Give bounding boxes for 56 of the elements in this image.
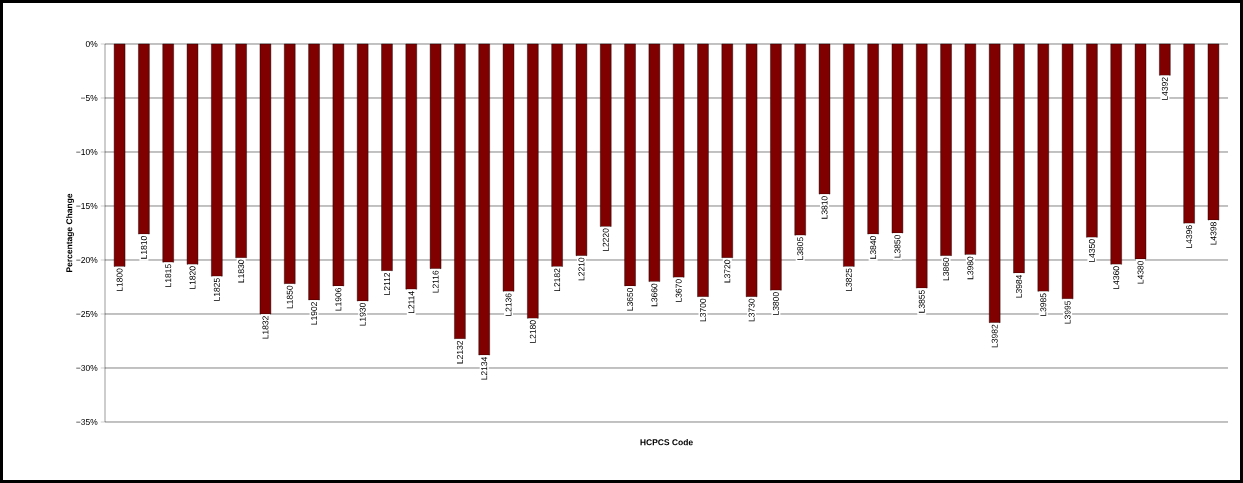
x-tick-label: L3670 [675, 279, 682, 302]
x-tick-label: L3660 [651, 283, 658, 307]
x-tick-label: L2114 [408, 291, 415, 314]
x-tick-label: L3860 [943, 257, 950, 281]
x-tick-label: L4392 [1161, 77, 1168, 100]
x-tick-label: L4360 [1113, 266, 1120, 289]
x-axis-title: HCPCS Code [640, 439, 693, 446]
y-tick-label: −5% [80, 95, 98, 101]
x-tick-label: L3720 [724, 259, 731, 283]
x-tick-label: L3980 [967, 256, 974, 280]
x-tick-label: L1815 [165, 264, 172, 287]
x-tick-label: L1850 [286, 285, 293, 309]
x-tick-label: L3800 [772, 292, 779, 315]
y-tick-label: 0% [85, 41, 98, 47]
x-tick-label: L3850 [894, 235, 901, 258]
x-tick-label: L3840 [870, 236, 877, 259]
x-tick-label: L1800 [116, 268, 123, 292]
x-tick-label: L2112 [384, 272, 390, 295]
x-tick-label: L4398 [1210, 222, 1217, 245]
x-tick-label: L3982 [991, 324, 998, 348]
x-tick-label: L3700 [699, 298, 706, 322]
y-tick-label: −30% [76, 365, 98, 371]
x-tick-label: L3985 [1040, 293, 1047, 316]
x-tick-label: L2116 [432, 270, 439, 293]
x-tick-label: L1830 [238, 259, 245, 283]
x-tick-label: L2180 [529, 320, 536, 343]
x-tick-label: L3825 [845, 268, 852, 292]
x-tick-label: L3810 [821, 196, 828, 219]
x-tick-label: L4396 [1186, 225, 1193, 248]
x-tick-label: L2134 [481, 356, 488, 380]
y-tick-label: −25% [76, 311, 98, 317]
x-tick-label: L3995 [1064, 300, 1071, 324]
x-tick-label: L3805 [797, 237, 804, 260]
x-tick-label: L2132 [456, 340, 463, 364]
x-tick-label: L3855 [918, 290, 925, 313]
x-tick-label: L1902 [311, 302, 318, 325]
y-tick-label: −35% [76, 419, 98, 425]
x-tick-label: L3650 [627, 287, 634, 311]
x-tick-label: L1825 [213, 278, 220, 301]
x-tick-label: L1832 [262, 316, 269, 339]
x-tick-label: L1906 [335, 287, 342, 311]
x-tick-label: L2182 [554, 268, 561, 292]
x-tick-label: L3984 [1015, 274, 1022, 298]
y-tick-label: −15% [76, 203, 98, 209]
x-tick-label: L2220 [602, 228, 609, 252]
x-tick-label: L1810 [140, 236, 147, 259]
x-tick-label: L1930 [359, 303, 366, 326]
x-tick-label: L2210 [578, 257, 585, 281]
y-axis-title: Percentage Change [66, 193, 74, 272]
x-tick-label: L1820 [189, 266, 196, 289]
x-tick-label: L3730 [748, 298, 755, 322]
y-tick-label: −10% [76, 149, 98, 155]
x-tick-label: L4380 [1137, 260, 1144, 284]
y-tick-label: −20% [76, 257, 98, 263]
x-tick-label: L4350 [1088, 239, 1095, 262]
x-tick-label: L2136 [505, 293, 512, 316]
